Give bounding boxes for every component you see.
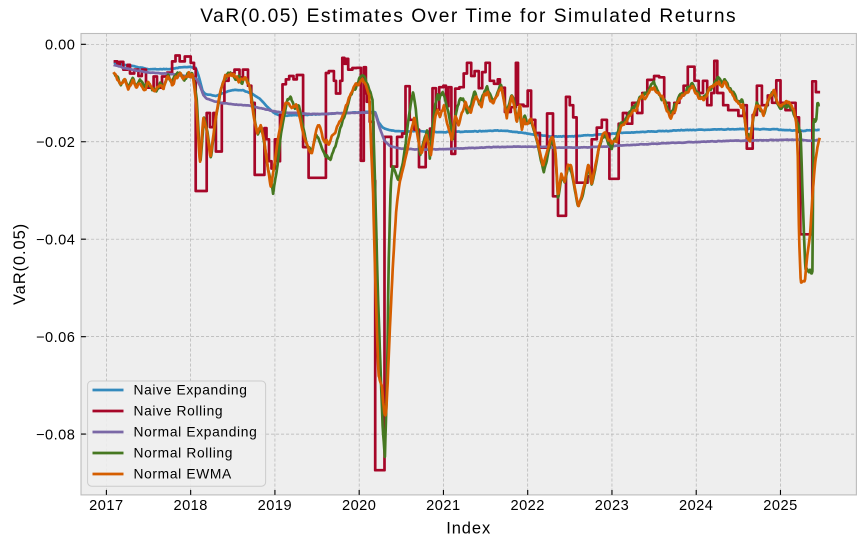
svg-text:2019: 2019 (258, 498, 292, 514)
svg-text:2021: 2021 (426, 498, 460, 514)
svg-text:0.00: 0.00 (45, 38, 75, 54)
svg-text:2023: 2023 (595, 498, 629, 514)
svg-text:Normal Expanding: Normal Expanding (134, 425, 258, 440)
svg-text:Naive Expanding: Naive Expanding (134, 383, 248, 398)
svg-text:−0.06: −0.06 (36, 330, 75, 346)
svg-text:VaR(0.05): VaR(0.05) (11, 223, 29, 305)
svg-text:2018: 2018 (173, 498, 207, 514)
svg-text:−0.04: −0.04 (36, 232, 75, 248)
svg-text:2022: 2022 (510, 498, 544, 514)
svg-text:Index: Index (446, 520, 491, 538)
svg-text:2020: 2020 (342, 498, 376, 514)
svg-text:−0.02: −0.02 (36, 135, 75, 151)
svg-text:−0.08: −0.08 (36, 427, 75, 443)
svg-text:2025: 2025 (763, 498, 797, 514)
svg-text:2017: 2017 (89, 498, 123, 514)
svg-text:Normal Rolling: Normal Rolling (134, 446, 234, 461)
svg-text:Normal EWMA: Normal EWMA (134, 467, 233, 482)
svg-text:2024: 2024 (679, 498, 713, 514)
svg-text:Naive Rolling: Naive Rolling (134, 404, 224, 419)
svg-text:VaR(0.05) Estimates Over Time: VaR(0.05) Estimates Over Time for Simula… (200, 6, 737, 27)
